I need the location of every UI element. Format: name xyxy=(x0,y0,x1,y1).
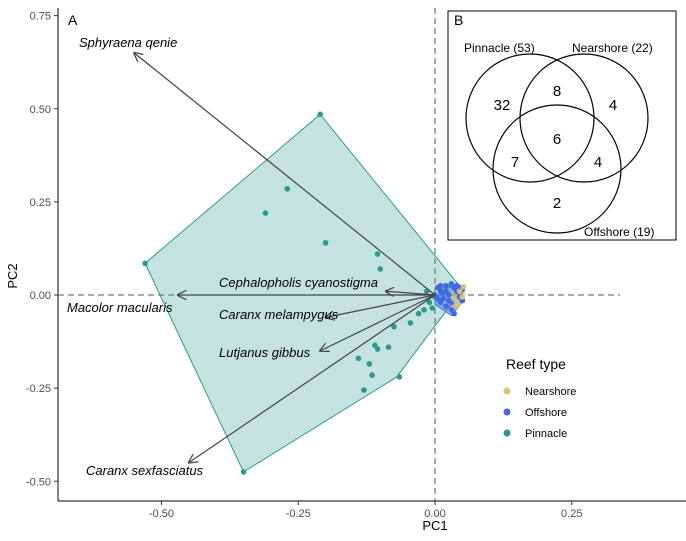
data-point-pinnacle xyxy=(374,251,381,257)
venn-set-label-offshore: Offshore (19) xyxy=(584,225,654,239)
venn-circle-pinnacle xyxy=(465,53,595,183)
legend-label-offshore: Offshore xyxy=(525,407,567,419)
species-label-caranx-melampygus: Caranx melampygus xyxy=(219,307,339,322)
x-tick-label: -0.50 xyxy=(149,508,174,520)
venn-circle-nearshore xyxy=(519,53,649,183)
loading-arrow-sphyraena-qenie xyxy=(134,53,436,296)
y-tick-label: -0.25 xyxy=(26,383,51,395)
data-point-pinnacle xyxy=(421,307,427,313)
venn-set-label-pinnacle: Pinnacle (53) xyxy=(464,41,535,55)
legend-label-nearshore: Nearshore xyxy=(525,386,576,398)
y-tick-layer: -0.50 -0.25 0.00 0.25 0.50 0.75 xyxy=(26,11,58,488)
x-axis-title: PC1 xyxy=(422,518,447,533)
y-tick-label: 0.25 xyxy=(30,197,51,209)
venn-count-pinnacle-only: 32 xyxy=(494,97,511,114)
species-label-lutjanus-gibbus: Lutjanus gibbus xyxy=(219,345,311,360)
data-point-offshore xyxy=(443,303,449,309)
panel-a-label: A xyxy=(68,12,78,28)
legend-swatch-offshore xyxy=(503,408,511,416)
data-point-pinnacle xyxy=(377,266,384,272)
data-point-offshore xyxy=(443,282,449,289)
data-point-pinnacle xyxy=(284,186,291,192)
panel-b-label: B xyxy=(454,12,463,28)
legend: Reef type Nearshore Offshore Pinnacle xyxy=(503,356,576,440)
data-point-pinnacle xyxy=(262,210,269,216)
data-point-pinnacle xyxy=(426,299,433,306)
data-point-pinnacle xyxy=(317,111,323,118)
x-tick-label: 0.00 xyxy=(424,508,445,520)
legend-swatch-nearshore xyxy=(503,387,511,395)
point-layer xyxy=(142,111,467,475)
venn-count-pinnacle-nearshore: 8 xyxy=(553,83,561,100)
data-point-nearshore xyxy=(459,294,466,300)
data-point-pinnacle xyxy=(385,344,392,350)
data-point-nearshore xyxy=(454,303,460,309)
y-axis-title: PC2 xyxy=(5,263,20,288)
y-tick-label: 0.00 xyxy=(30,290,51,302)
data-point-offshore xyxy=(437,282,444,289)
legend-title: Reef type xyxy=(506,356,566,372)
data-point-pinnacle xyxy=(429,305,436,311)
venn-count-nearshore-only: 4 xyxy=(609,97,617,114)
data-point-nearshore xyxy=(460,284,467,290)
y-tick-label: -0.50 xyxy=(26,476,51,488)
loading-arrow-cephalopholis-cyanostigma xyxy=(386,291,436,295)
y-tick-label: 0.50 xyxy=(30,104,51,116)
x-tick-label: 0.25 xyxy=(561,508,582,520)
data-point-pinnacle xyxy=(240,469,247,475)
venn-set-label-nearshore: Nearshore (22) xyxy=(572,41,653,55)
data-point-pinnacle xyxy=(407,320,414,326)
species-label-macolor-macularis: Macolor macularis xyxy=(67,300,173,315)
data-point-nearshore xyxy=(456,288,463,295)
data-point-offshore xyxy=(434,295,441,302)
data-point-pinnacle xyxy=(142,260,148,267)
data-point-pinnacle xyxy=(322,240,329,246)
loading-arrow-caranx-melampygus xyxy=(326,294,436,317)
data-point-pinnacle xyxy=(361,387,367,393)
data-point-pinnacle xyxy=(366,361,373,367)
venn-count-pinnacle-offshore: 7 xyxy=(511,154,519,171)
venn-frame xyxy=(447,10,677,241)
loading-arrow-lutjanus-gibbus xyxy=(320,294,436,351)
species-label-sphyraena-qenie: Sphyraena qenie xyxy=(79,35,177,50)
venn-circle-offshore xyxy=(492,104,622,234)
data-point-pinnacle xyxy=(372,342,378,349)
data-point-pinnacle xyxy=(369,372,375,378)
venn-count-nearshore-offshore: 4 xyxy=(594,154,602,171)
venn-count-offshore-only: 2 xyxy=(553,195,561,212)
y-tick-label: 0.75 xyxy=(30,11,51,23)
legend-swatch-pinnacle xyxy=(503,429,511,437)
species-label-caranx-sexfasciatus: Caranx sexfasciatus xyxy=(86,463,204,478)
legend-label-pinnacle: Pinnacle xyxy=(525,428,567,440)
data-point-offshore xyxy=(454,282,460,289)
venn-inset: B Pinnacle (53) Nearshore (22) Offshore … xyxy=(447,10,677,241)
data-point-pinnacle xyxy=(391,323,397,330)
data-point-pinnacle xyxy=(396,374,403,380)
data-point-offshore xyxy=(443,288,449,295)
venn-count-all-three: 6 xyxy=(553,131,561,148)
data-point-pinnacle xyxy=(355,355,362,362)
data-point-offshore xyxy=(451,310,457,317)
species-label-cephalopholis-cyanostigma: Cephalopholis cyanostigma xyxy=(219,275,378,290)
x-tick-label: -0.25 xyxy=(286,508,311,520)
loading-arrow-layer xyxy=(134,53,436,463)
x-tick-layer: -0.50 -0.25 0.00 0.25 xyxy=(149,501,582,520)
loading-arrow-caranx-sexfasciatus xyxy=(189,294,436,463)
data-point-nearshore xyxy=(451,295,457,302)
data-point-pinnacle xyxy=(415,310,422,317)
